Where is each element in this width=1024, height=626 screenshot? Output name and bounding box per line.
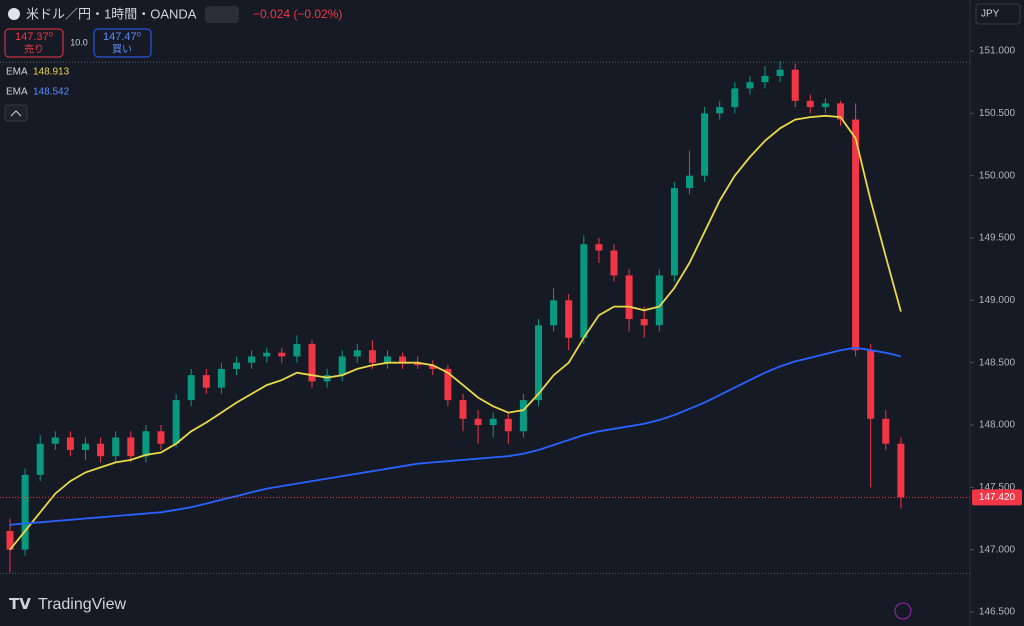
- y-tick-label: 151.000: [979, 46, 1016, 57]
- candle-body: [36, 443, 44, 475]
- candle-body: [595, 244, 603, 251]
- watermark: TradingView: [38, 596, 126, 613]
- currency: JPY: [981, 9, 1000, 20]
- candle-body: [444, 368, 452, 401]
- change: −0.024 (−0.02%): [253, 7, 342, 21]
- ema-value: 148.913: [33, 67, 70, 78]
- candle-body: [806, 100, 814, 108]
- toggle[interactable]: [205, 6, 239, 23]
- candle-body: [157, 431, 165, 444]
- y-tick-label: 148.500: [979, 357, 1016, 368]
- y-tick-label: 150.000: [979, 170, 1016, 181]
- candle-body: [127, 437, 135, 457]
- candle-body: [731, 88, 739, 108]
- buy-label: 買い: [112, 44, 132, 56]
- candle-body: [821, 103, 829, 108]
- ema-line: [9, 346, 902, 526]
- chart-title: 米ドル／円・1時間・OANDA: [26, 6, 197, 21]
- candle-body: [21, 474, 29, 550]
- alert-icon[interactable]: [894, 602, 912, 620]
- candle-body: [217, 368, 225, 388]
- candle-body: [489, 418, 497, 426]
- candle-body: [837, 103, 844, 120]
- candle-body: [761, 75, 769, 83]
- ema-line: [9, 114, 902, 551]
- collapse-icon: [10, 110, 22, 117]
- candle-body: [142, 431, 150, 457]
- buy-button[interactable]: [93, 28, 152, 58]
- y-tick-label: 146.500: [979, 607, 1016, 618]
- candle-body: [655, 275, 663, 326]
- candle-body: [6, 530, 14, 550]
- candle-body: [670, 188, 678, 276]
- y-tick-label: 147.500: [979, 482, 1016, 493]
- candle-body: [202, 375, 210, 388]
- ema-label: EMA: [6, 67, 28, 78]
- candle-body: [51, 437, 59, 444]
- candle-body: [519, 400, 527, 432]
- sell-price: 147.37⁰: [15, 31, 54, 43]
- buy-price: 147.47⁰: [103, 31, 142, 43]
- candle-body: [353, 350, 361, 357]
- candle-body: [565, 300, 573, 338]
- candle-body: [504, 418, 512, 432]
- candle-body: [112, 437, 120, 457]
- candle-body: [278, 352, 286, 357]
- candle-body: [640, 319, 648, 326]
- plot: [0, 50, 974, 613]
- y-tick-label: 150.500: [979, 108, 1016, 119]
- candle-body: [82, 443, 89, 450]
- candle-body: [293, 343, 301, 357]
- y-tick-label: 148.000: [979, 420, 1016, 431]
- ema-value: 148.542: [33, 87, 70, 98]
- candle-body: [701, 113, 709, 176]
- candle-body: [338, 356, 346, 376]
- candle-body: [580, 244, 588, 338]
- spread: 10.0: [70, 37, 88, 47]
- candle-body: [625, 275, 633, 320]
- candle-body: [686, 175, 693, 189]
- candle-body: [852, 119, 860, 351]
- candle-body: [474, 418, 482, 426]
- candle-body: [550, 300, 558, 326]
- last-price-label: 147.420: [979, 492, 1016, 503]
- candle-body: [429, 365, 437, 369]
- candle-body: [399, 356, 407, 363]
- candle-body: [384, 356, 391, 363]
- candle-body: [187, 375, 195, 401]
- candle-body: [791, 69, 799, 101]
- candle-body: [414, 362, 422, 366]
- candle-body: [233, 362, 240, 369]
- currency-button[interactable]: [975, 3, 1021, 25]
- sell-label: 売り: [24, 43, 44, 56]
- candle-body: [97, 443, 105, 457]
- candle-body: [867, 350, 875, 419]
- candle-body: [776, 69, 784, 76]
- collapse-button[interactable]: [4, 104, 28, 122]
- candle-body: [66, 437, 74, 450]
- y-tick-label: 149.000: [979, 295, 1016, 306]
- y-tick-label: 149.500: [979, 233, 1016, 244]
- candle-body: [308, 343, 316, 382]
- sell-button[interactable]: [4, 28, 64, 58]
- logo-mark: 𝗧𝗩: [9, 596, 31, 613]
- candle-body: [746, 82, 754, 89]
- y-tick-label: 147.000: [979, 544, 1016, 555]
- candle-body: [248, 356, 256, 363]
- candle-body: [716, 107, 724, 114]
- symbol-icon: [8, 8, 20, 20]
- last-price-tag: [972, 489, 1022, 506]
- candle-body: [459, 400, 467, 419]
- candle-body: [897, 443, 905, 498]
- candle-body: [535, 325, 542, 401]
- candle-body: [610, 250, 618, 276]
- candle-body: [368, 350, 376, 363]
- ema-label: EMA: [6, 87, 28, 98]
- candle-body: [882, 418, 890, 444]
- candle-body: [263, 352, 271, 357]
- candle-body: [172, 400, 180, 444]
